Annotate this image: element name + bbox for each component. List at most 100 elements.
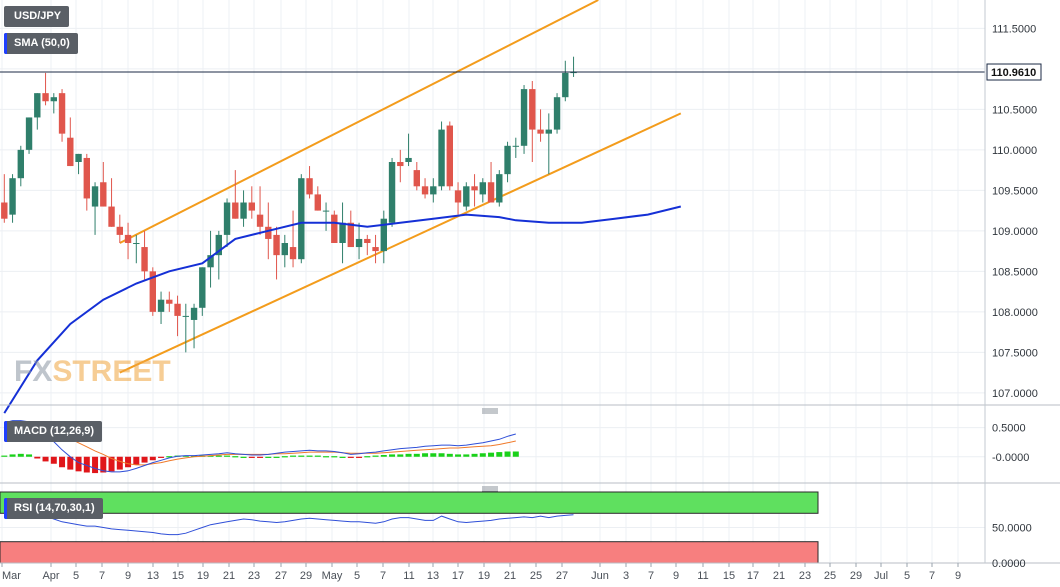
- channel-trendline: [119, 0, 599, 244]
- date-tick-label: 23: [799, 570, 811, 582]
- candle: [413, 162, 420, 191]
- macd-histogram-bar: [438, 453, 445, 457]
- macd-histogram-bar: [496, 452, 503, 457]
- date-tick-label: Apr: [42, 570, 59, 582]
- macd-histogram-bar: [158, 456, 165, 458]
- ascending-channel: [119, 0, 682, 374]
- macd-histogram-bar: [116, 456, 123, 470]
- candle: [133, 234, 140, 264]
- candle-body: [388, 162, 396, 223]
- candle: [430, 178, 437, 203]
- candlestick-series: [1, 56, 577, 353]
- candle-body: [42, 93, 49, 102]
- candle-body: [17, 149, 24, 179]
- candle: [331, 210, 338, 243]
- macd-histogram-bar: [339, 456, 346, 458]
- candle-body: [199, 267, 206, 308]
- macd-histogram-bar: [9, 454, 16, 457]
- date-tick-label: 13: [147, 570, 159, 582]
- candle-body: [421, 186, 429, 195]
- price-tick-label: 107.5000: [992, 347, 1038, 359]
- candle: [248, 186, 255, 219]
- price-tick-label: 108.0000: [992, 307, 1038, 319]
- candle-body: [256, 214, 264, 227]
- macd-histogram-bar: [141, 456, 148, 463]
- macd-histogram-bar: [257, 456, 264, 458]
- candle: [314, 186, 321, 211]
- macd-histogram-bar: [281, 456, 288, 458]
- candle: [364, 234, 371, 256]
- candle: [479, 178, 486, 203]
- candle: [50, 93, 57, 114]
- candle-body: [240, 202, 247, 219]
- candle-body: [339, 222, 346, 243]
- candle-body: [364, 238, 371, 243]
- watermark-part2: STREET: [52, 355, 171, 388]
- sma-indicator-label[interactable]: SMA (50,0): [4, 33, 78, 54]
- date-tick-label: 11: [697, 570, 708, 582]
- macd-histogram-bar: [240, 456, 247, 458]
- candle-body: [141, 247, 148, 272]
- candle-body: [463, 186, 470, 207]
- candle: [537, 109, 544, 142]
- candle-body: [306, 178, 313, 195]
- date-tick-label: Jul: [874, 570, 888, 582]
- macd-histogram-bar: [125, 456, 132, 468]
- candle: [380, 210, 387, 264]
- date-tick-label: 27: [275, 570, 287, 582]
- candle-body: [520, 89, 528, 146]
- candle: [322, 202, 330, 231]
- rsi-overbought-zone: [0, 491, 819, 514]
- macd-histogram-bar: [108, 456, 115, 472]
- candle: [298, 174, 305, 264]
- candle: [306, 166, 313, 199]
- date-tick-label: 11: [403, 570, 414, 582]
- candle: [75, 153, 82, 175]
- candle-body: [116, 226, 123, 235]
- rsi-indicator-label[interactable]: RSI (14,70,30,1): [4, 498, 103, 519]
- macd-histogram-bar: [215, 455, 222, 457]
- candle: [1, 174, 8, 223]
- candle-body: [397, 162, 404, 167]
- candle-body: [446, 125, 453, 187]
- candle: [562, 60, 569, 102]
- candle: [207, 230, 214, 288]
- candle-body: [25, 117, 33, 150]
- fxstreet-watermark-logo: FXSTREET: [14, 355, 171, 389]
- candle: [256, 186, 264, 235]
- macd-lines: [4, 420, 516, 473]
- macd-histogram-bar: [356, 456, 363, 458]
- date-tick-label: 19: [478, 570, 490, 582]
- macd-histogram-bar: [92, 456, 99, 474]
- candle-body: [537, 129, 544, 134]
- candle-body: [298, 178, 305, 260]
- symbol-label[interactable]: USD/JPY: [4, 6, 70, 27]
- pane-dividers: [0, 0, 1060, 564]
- rsi-panel: [0, 491, 819, 564]
- candle: [289, 210, 297, 268]
- macd-indicator-label[interactable]: MACD (12,26,9): [4, 421, 103, 442]
- candle-body: [157, 299, 165, 312]
- candle-body: [281, 243, 288, 256]
- candle-body: [108, 206, 115, 227]
- macd-tick-label: -0.0000: [992, 452, 1029, 464]
- date-tick-label: Mar: [2, 570, 21, 582]
- macd-histogram-bar: [83, 456, 90, 473]
- rsi-oversold-zone: [0, 541, 819, 564]
- candle-body: [545, 129, 552, 134]
- macd-histogram-bar: [265, 456, 272, 458]
- candle: [281, 234, 288, 268]
- candle: [42, 72, 49, 106]
- price-tick-label: 110.5000: [992, 104, 1037, 116]
- candle-body: [487, 182, 495, 203]
- horizontal-gridlines: [0, 27, 985, 564]
- macd-histogram-bar: [422, 453, 429, 457]
- candle: [347, 210, 354, 248]
- candle-body: [232, 202, 239, 219]
- candle-body: [273, 234, 280, 256]
- date-tick-label: 3: [623, 570, 629, 582]
- macd-histogram-bar: [413, 453, 420, 457]
- candle-body: [355, 238, 363, 248]
- candle-body: [413, 170, 420, 187]
